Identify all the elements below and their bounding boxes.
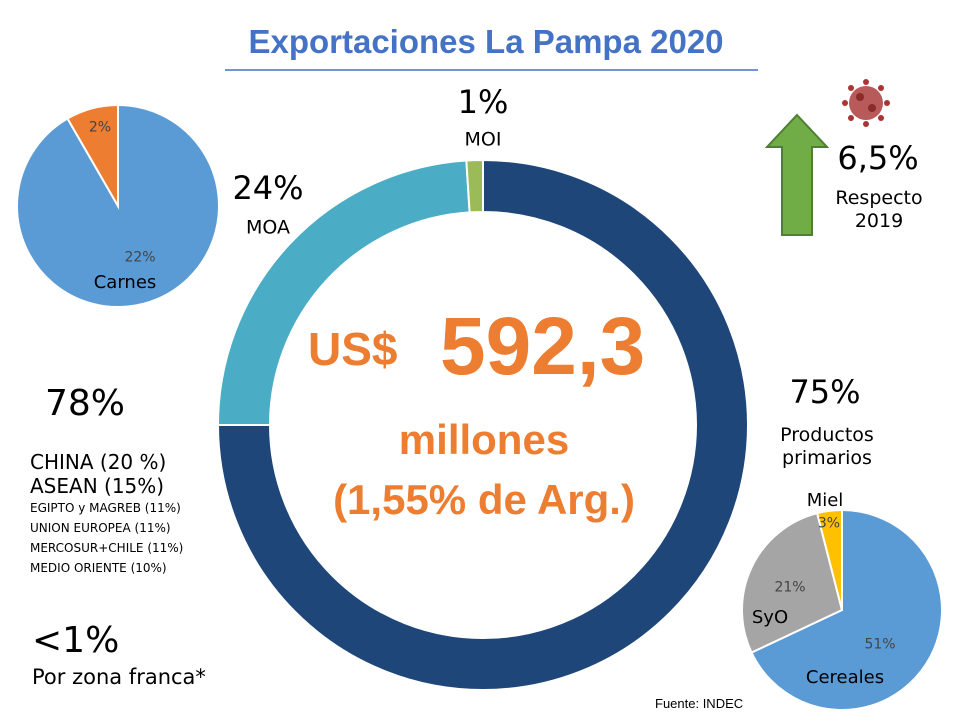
growth-value: 6,5% [837, 138, 919, 177]
value-label: 22% [124, 249, 156, 266]
source: Fuente: INDEC [655, 696, 744, 711]
category-label: Carnes [93, 272, 157, 294]
category-label: Cereales [805, 667, 885, 689]
destination-minor: MEDIO ORIENTE (10%) [30, 561, 167, 575]
value-label: 2% [88, 119, 112, 136]
destinations-share: 78% [45, 383, 126, 424]
value-label: 1% [457, 82, 509, 121]
virus-icon [842, 79, 890, 127]
growth-arrow [764, 113, 830, 236]
pie-slice [815, 508, 843, 611]
category-label: Miel [806, 490, 844, 512]
destination-minor: UNION EUROPEA (11%) [30, 521, 171, 535]
title: Exportaciones La Pampa 2020 [248, 23, 724, 61]
category-label: SyO [751, 607, 789, 629]
category-label: Productos primarios [780, 424, 874, 469]
category-label: MOI [464, 128, 502, 151]
destination-minor: MERCOSUR+CHILE (11%) [30, 541, 184, 555]
value-label: 51% [864, 636, 896, 653]
destinations-list: CHINA (20 %) ASEAN (15%) EGIPTO y MAGREB (… [30, 450, 183, 578]
destination-major: ASEAN (15%) [30, 474, 165, 498]
destination-major: CHINA (20 %) [30, 450, 167, 474]
value-label: 21% [774, 579, 806, 596]
pie-slice [741, 511, 844, 654]
pie-slice [750, 508, 943, 711]
value-label: 75% [789, 372, 861, 411]
destination-minor: EGIPTO y MAGREB (11%) [30, 501, 181, 515]
value-label: 24% [232, 168, 304, 207]
category-label: MOA [245, 216, 291, 239]
center-unit: millones [398, 415, 570, 463]
donut-segment [216, 158, 749, 691]
donut-segment [465, 158, 484, 214]
free-zone-share: <1% [32, 620, 120, 661]
center-share: (1,55% de Arg.) [333, 475, 635, 523]
free-zone-label: Por zona franca* [32, 665, 206, 689]
center-currency: US$ [308, 323, 398, 375]
value-label: 3% [817, 515, 841, 532]
center-amount: 592,3 [440, 301, 646, 392]
growth-label: Respecto 2019 [835, 187, 923, 232]
pie-slice [66, 103, 119, 210]
